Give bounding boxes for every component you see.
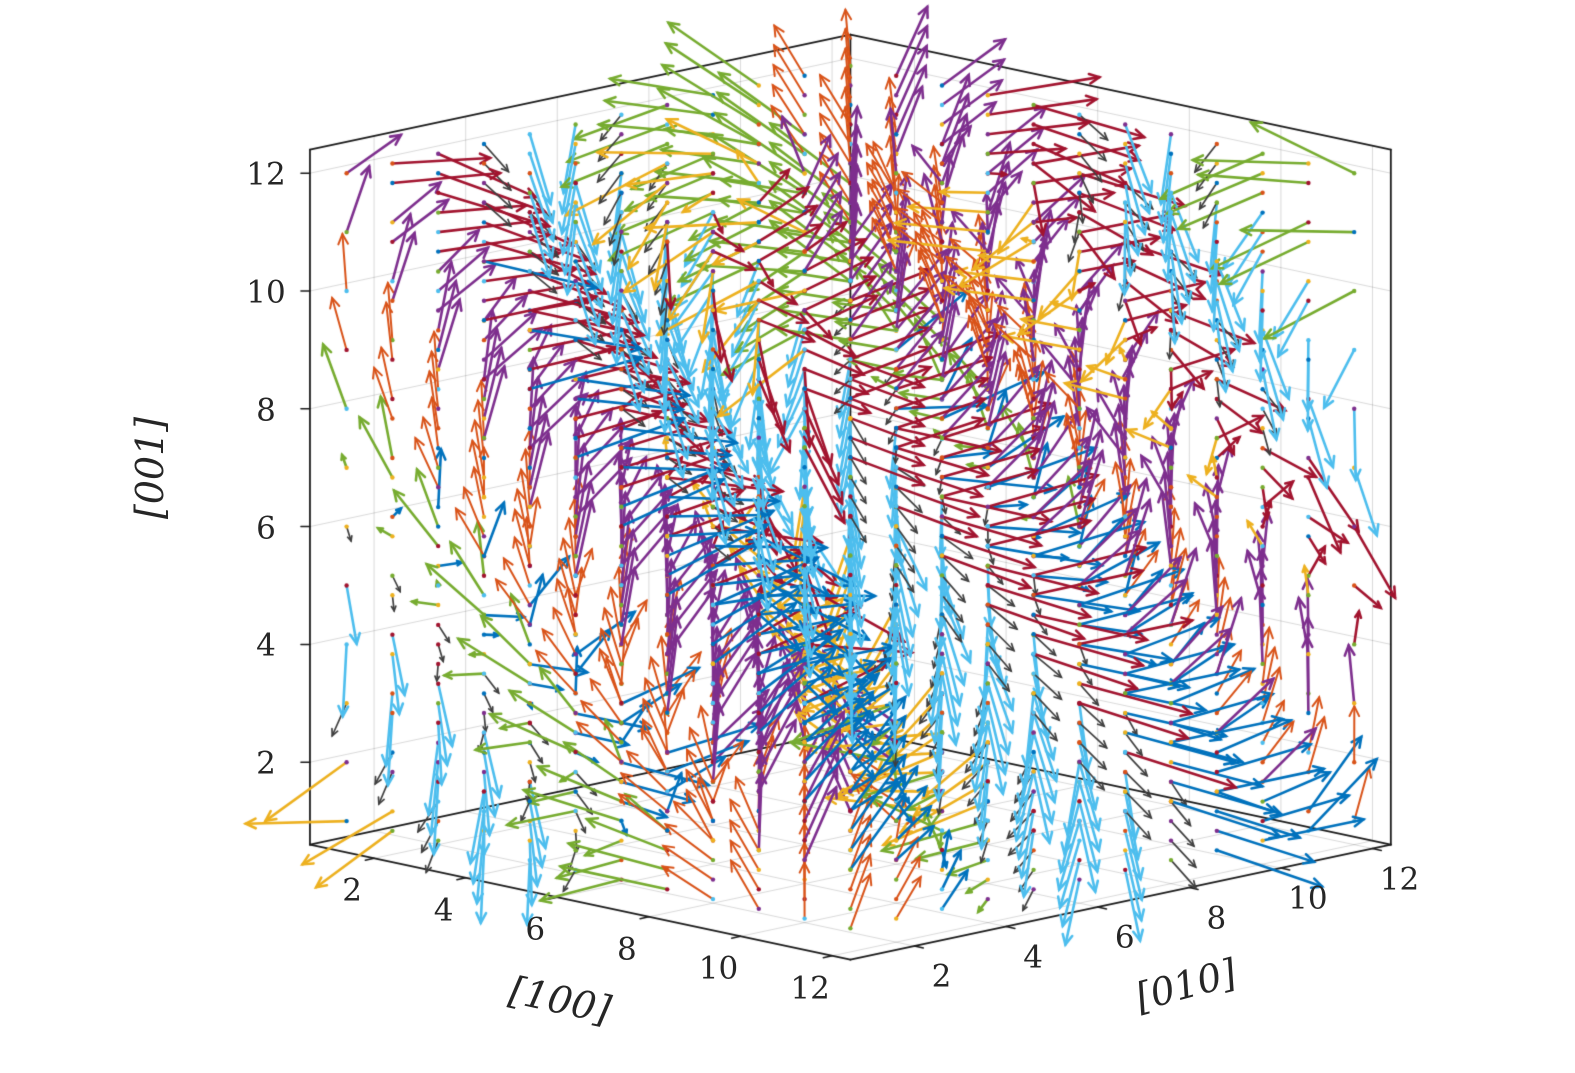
figure-window: [100] [010] [001] 2 4 6 8 10 12 2 4 6 8 10 12 2 4 6 8 10… xyxy=(0,0,1575,1073)
quiver3d-plot-canvas xyxy=(0,0,1575,1073)
